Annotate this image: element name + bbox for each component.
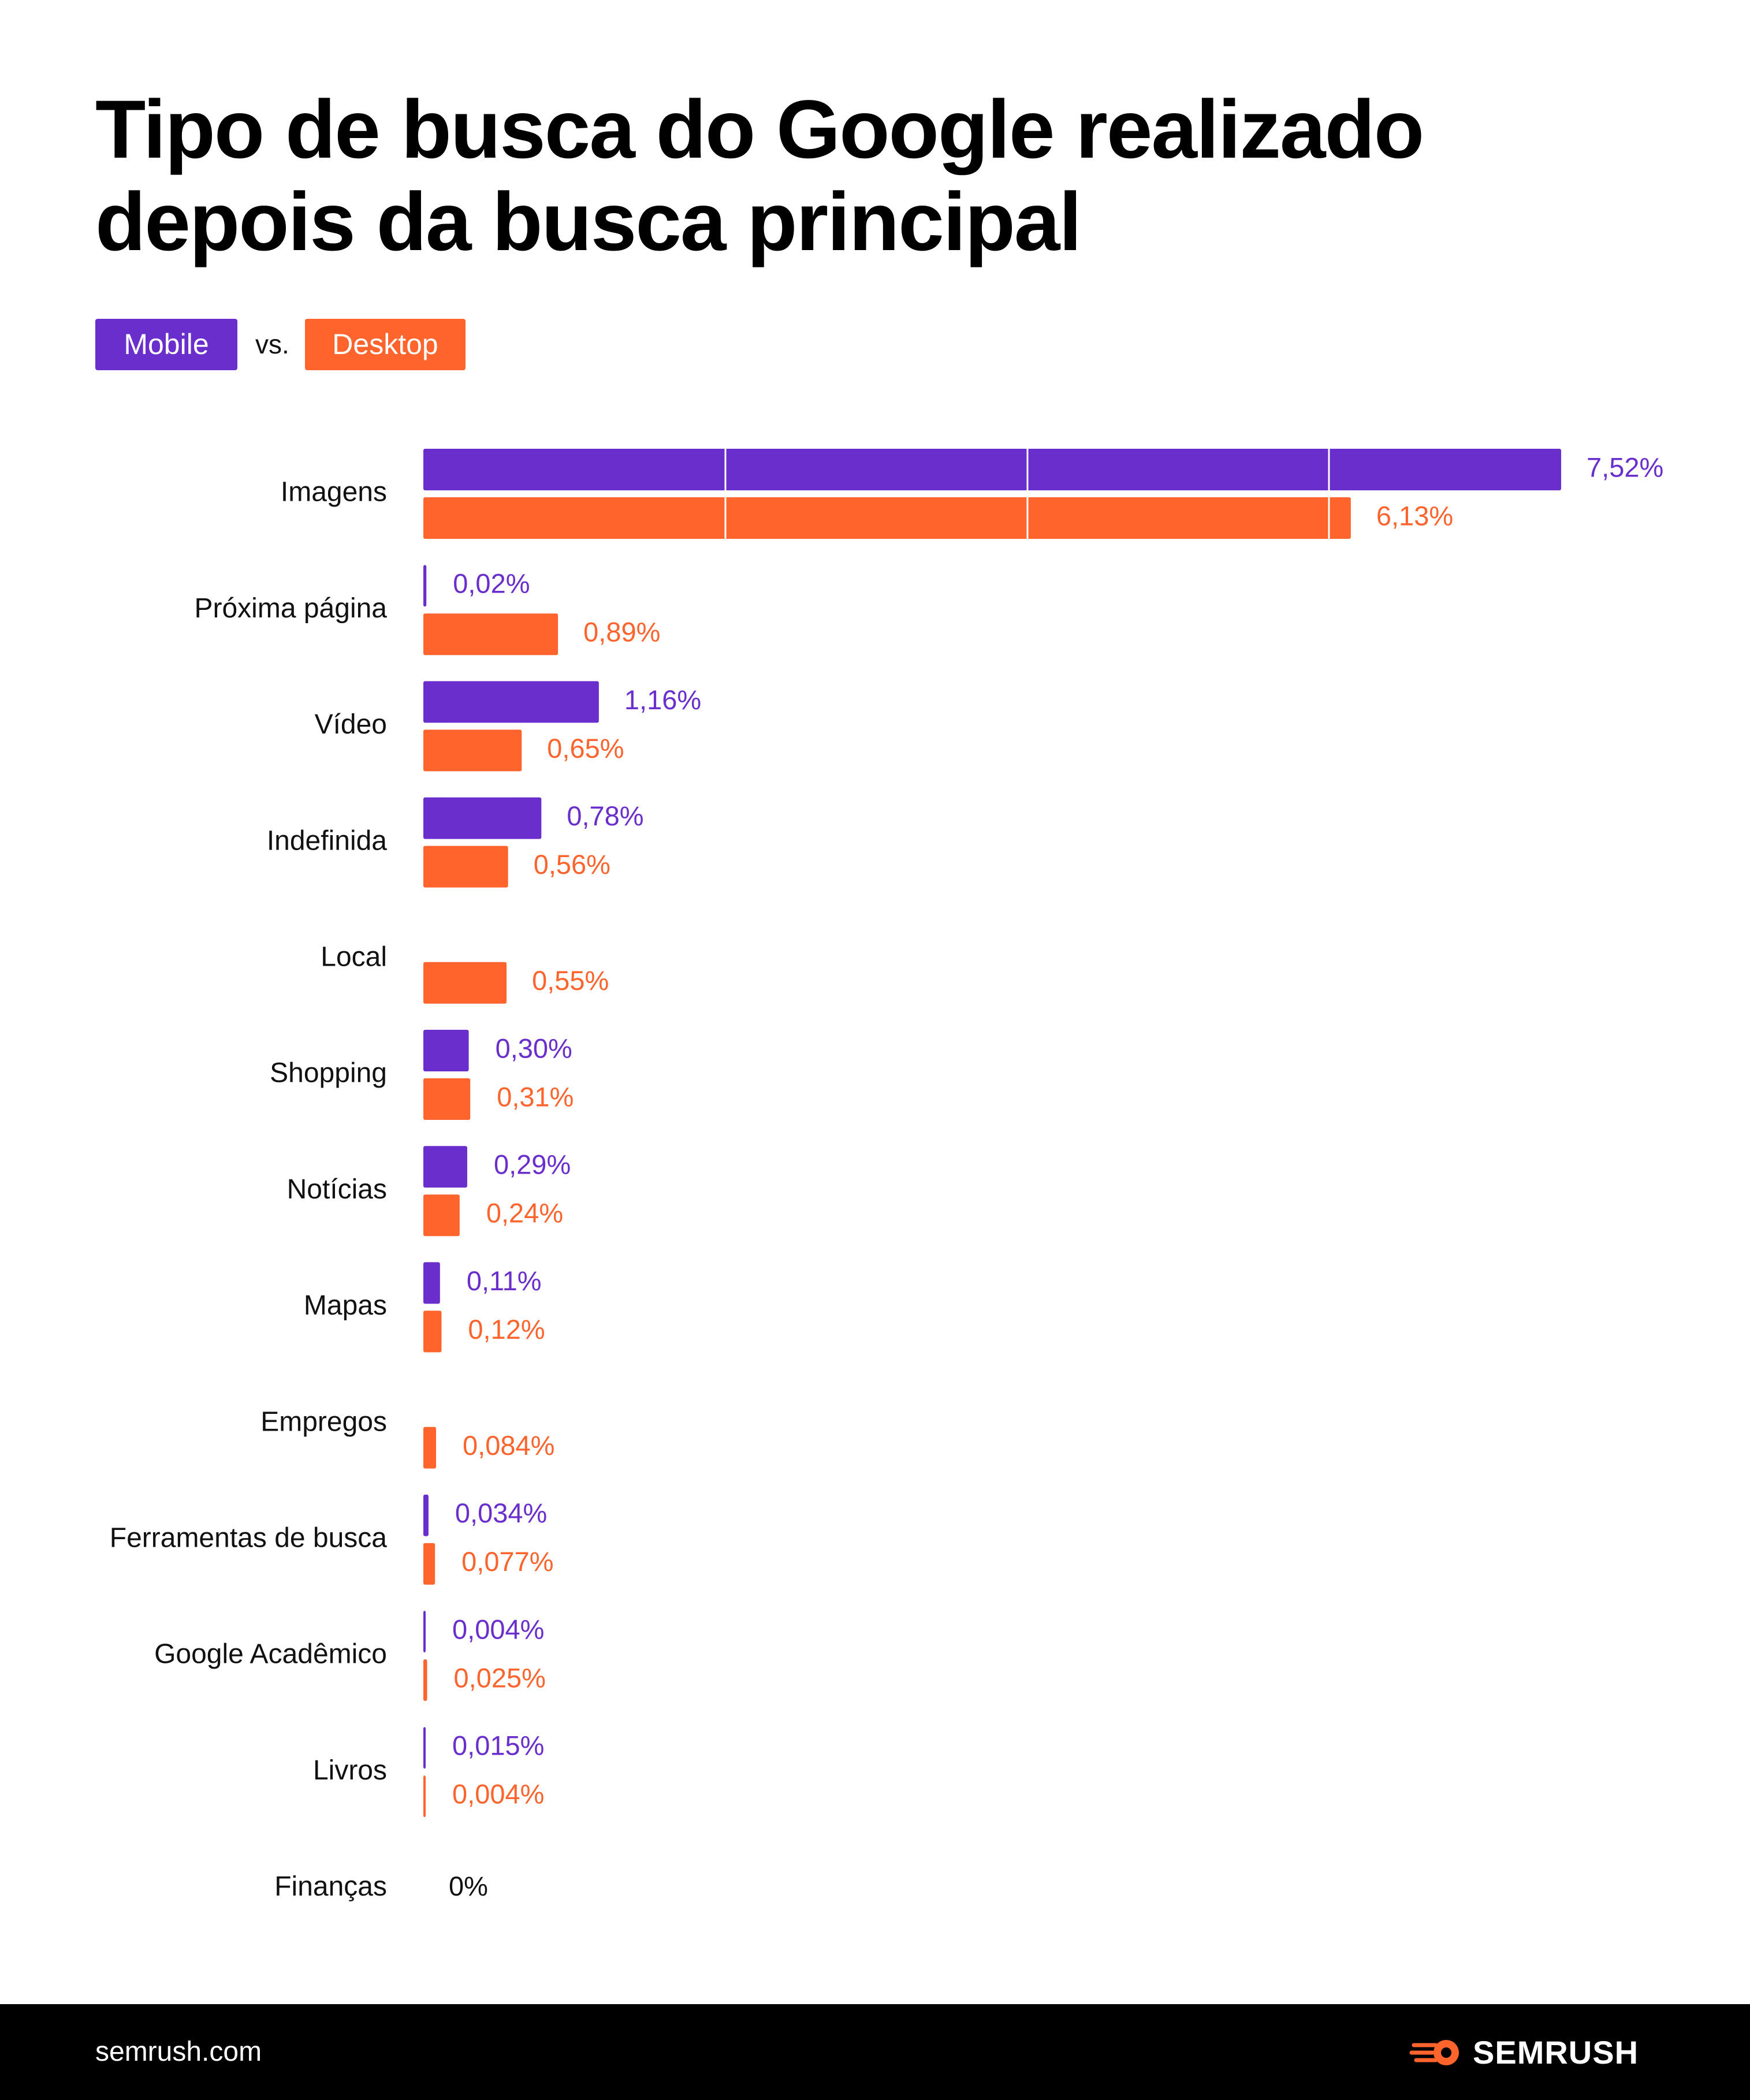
semrush-logo-icon [1409, 2040, 1459, 2065]
bar-desktop-shopping [423, 1078, 471, 1120]
category-label-empregos: Empregos [260, 1406, 387, 1437]
value-label-desktop-imagens: 6,13% [1376, 500, 1453, 531]
value-label-desktop-local: 0,55% [532, 965, 609, 996]
category-label-indefinida: Indefinida [267, 825, 387, 856]
bar-mobile-indefinida [423, 797, 542, 839]
value-label-mobile-indefinida: 0,78% [567, 800, 643, 831]
bar-mobile-mapas [423, 1262, 440, 1304]
bar-desktop-livros [423, 1775, 426, 1818]
bar-mobile-livros [423, 1727, 426, 1769]
value-label-mobile-video: 1,16% [624, 684, 701, 715]
legend-desktop: Desktop [305, 319, 466, 370]
value-label-desktop-ferramentas-de-busca: 0,077% [461, 1546, 553, 1577]
legend-mobile: Mobile [95, 319, 237, 370]
value-label-desktop-shopping: 0,31% [497, 1081, 574, 1112]
category-label-imagens: Imagens [281, 477, 387, 508]
category-label-noticias: Notícias [287, 1174, 387, 1205]
annotation-financas: 0% [449, 1871, 488, 1901]
bar-desktop-google-academico [423, 1659, 427, 1701]
category-label-local: Local [321, 941, 387, 972]
value-label-desktop-mapas: 0,12% [468, 1314, 545, 1345]
semrush-logo: SEMRUSH [1409, 2033, 1639, 2071]
chart-title: Tipo de busca do Google realizado depois… [95, 84, 1424, 268]
value-label-mobile-mapas: 0,11% [467, 1265, 542, 1296]
brand-name: SEMRUSH [1473, 2034, 1639, 2071]
value-label-mobile-google-academico: 0,004% [452, 1614, 544, 1644]
bar-desktop-proxima-pagina [423, 613, 558, 656]
bar-desktop-empregos [423, 1427, 437, 1469]
value-label-desktop-noticias: 0,24% [486, 1198, 563, 1228]
bar-desktop-indefinida [423, 846, 508, 888]
value-label-desktop-proxima-pagina: 0,89% [583, 617, 660, 647]
legend-vs-label: vs. [255, 329, 289, 359]
value-label-desktop-video: 0,65% [547, 733, 624, 764]
bar-chart: Imagens 7,52% 6,13% Próxima página 0,02% 0,89… [110, 449, 1663, 1902]
footer: semrush.com SEMRUSH [0, 2004, 1750, 2100]
bar-mobile-video [423, 681, 599, 723]
value-label-mobile-livros: 0,015% [452, 1730, 544, 1761]
value-label-mobile-proxima-pagina: 0,02% [453, 568, 530, 599]
category-label-mapas: Mapas [304, 1290, 387, 1321]
category-label-google-academico: Google Acadêmico [154, 1639, 387, 1670]
category-label-financas: Finanças [274, 1871, 387, 1902]
value-label-desktop-livros: 0,004% [452, 1779, 544, 1809]
bar-desktop-mapas [423, 1310, 442, 1353]
footer-url: semrush.com [95, 2036, 262, 2067]
bar-mobile-proxima-pagina [423, 565, 427, 607]
category-label-ferramentas-de-busca: Ferramentas de busca [110, 1522, 388, 1553]
category-label-livros: Livros [313, 1755, 387, 1786]
value-label-desktop-google-academico: 0,025% [454, 1662, 546, 1693]
value-label-desktop-empregos: 0,084% [463, 1430, 554, 1461]
value-label-mobile-noticias: 0,29% [494, 1149, 571, 1180]
bar-desktop-local [423, 962, 507, 1004]
bar-mobile-noticias [423, 1146, 467, 1188]
bar-desktop-video [423, 729, 522, 772]
value-label-mobile-imagens: 7,52% [1587, 452, 1663, 482]
category-label-shopping: Shopping [270, 1058, 387, 1089]
bar-desktop-ferramentas-de-busca [423, 1543, 435, 1585]
bar-mobile-ferramentas-de-busca [423, 1494, 429, 1536]
bar-desktop-noticias [423, 1194, 460, 1237]
value-label-mobile-shopping: 0,30% [496, 1033, 572, 1063]
category-label-video: Vídeo [315, 709, 387, 740]
category-label-proxima-pagina: Próxima página [194, 593, 387, 624]
value-label-desktop-indefinida: 0,56% [534, 849, 610, 880]
bar-desktop-imagens [423, 497, 1351, 539]
value-label-mobile-ferramentas-de-busca: 0,034% [455, 1498, 547, 1528]
bar-mobile-shopping [423, 1030, 469, 1071]
bar-mobile-google-academico [423, 1611, 426, 1652]
bar-mobile-imagens [423, 449, 1561, 490]
